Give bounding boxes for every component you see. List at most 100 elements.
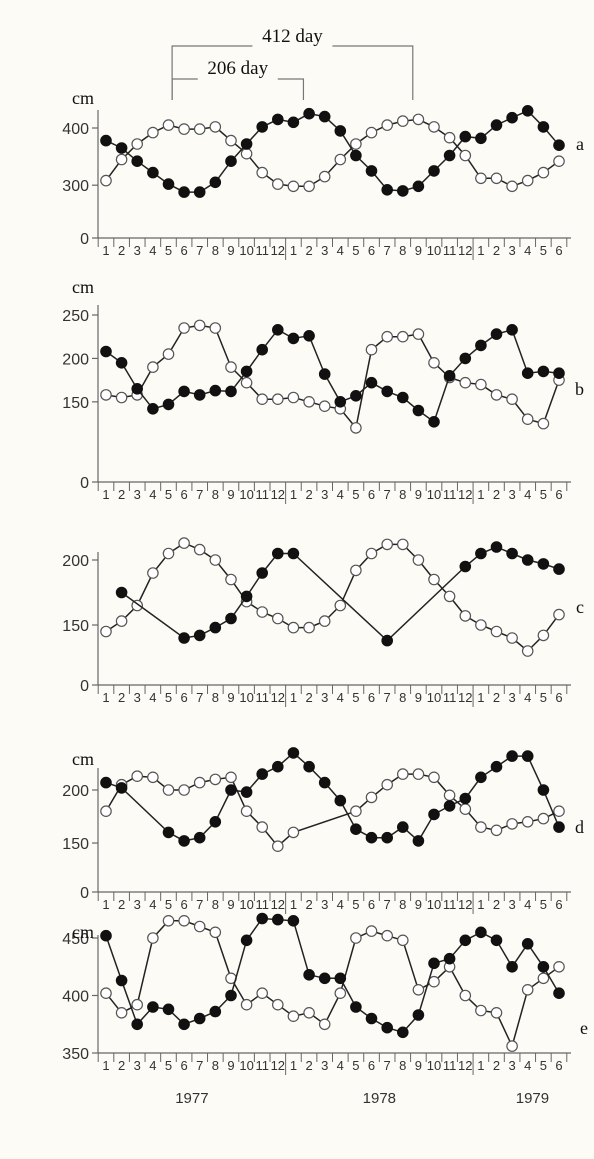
data-point <box>303 1006 315 1019</box>
data-point <box>209 1005 222 1018</box>
data-point <box>506 1040 518 1052</box>
data-point <box>162 178 175 190</box>
data-point <box>381 330 393 343</box>
x-tick-label: 7 <box>384 1058 391 1073</box>
unit-label: cm <box>72 88 94 108</box>
y-tick-label: 0 <box>80 231 89 248</box>
data-point <box>271 113 284 126</box>
data-point <box>178 537 190 549</box>
x-tick-label: 8 <box>212 243 219 258</box>
year-label: 1977 <box>175 1090 208 1107</box>
x-tick-label: 3 <box>134 690 141 705</box>
x-tick-label: 6 <box>555 897 562 912</box>
data-point <box>100 134 112 147</box>
x-tick-label: 4 <box>149 690 156 705</box>
data-point <box>537 365 550 378</box>
data-point <box>537 960 550 973</box>
data-point <box>303 621 315 634</box>
data-point <box>193 629 206 642</box>
x-tick-label: 5 <box>165 690 172 705</box>
data-point <box>100 776 112 789</box>
x-tick-label: 1 <box>477 897 484 912</box>
data-point <box>147 1001 159 1013</box>
data-point <box>553 960 565 973</box>
data-point <box>428 121 440 133</box>
period-label: 206 day <box>207 58 268 79</box>
data-point <box>240 147 253 160</box>
x-tick-label: 11 <box>443 690 457 705</box>
x-tick-label: 8 <box>212 487 219 502</box>
data-point <box>350 389 362 402</box>
data-point <box>459 989 472 1002</box>
data-point <box>553 367 565 379</box>
data-point <box>240 805 253 817</box>
x-tick-label: 11 <box>255 487 269 502</box>
y-tick-label: 150 <box>62 836 89 853</box>
x-tick-label: 1 <box>102 1058 109 1073</box>
data-point <box>490 389 503 401</box>
data-point <box>256 567 268 579</box>
data-point <box>193 543 206 556</box>
data-point <box>115 782 128 794</box>
data-point <box>303 968 315 981</box>
x-tick-label: 12 <box>271 487 285 502</box>
unit-label: cm <box>72 749 94 769</box>
data-point <box>287 914 300 927</box>
x-tick-label: 5 <box>540 897 547 912</box>
data-point <box>193 186 206 198</box>
data-point <box>162 914 175 927</box>
x-tick-label: 2 <box>305 897 312 912</box>
data-point <box>537 629 550 642</box>
x-tick-label: 7 <box>384 897 391 912</box>
x-tick-label: 8 <box>399 1058 406 1073</box>
year-label: 1978 <box>363 1090 396 1107</box>
data-point <box>475 619 487 631</box>
data-point <box>459 792 472 805</box>
x-tick-label: 5 <box>352 487 359 502</box>
x-tick-label: 7 <box>196 897 203 912</box>
x-tick-label: 8 <box>399 243 406 258</box>
series-line <box>105 542 560 653</box>
data-point <box>271 323 284 336</box>
data-point <box>256 121 268 133</box>
data-point <box>240 786 253 798</box>
x-tick-label: 4 <box>337 487 344 502</box>
x-tick-label: 12 <box>271 243 285 258</box>
x-tick-label: 9 <box>227 690 234 705</box>
data-point <box>381 119 393 131</box>
data-point <box>506 393 518 405</box>
data-point <box>178 1018 190 1031</box>
data-point <box>443 590 456 603</box>
y-tick-label: 150 <box>62 395 89 412</box>
data-point <box>506 111 518 124</box>
x-tick-label: 2 <box>493 897 500 912</box>
data-point <box>521 937 534 950</box>
data-point <box>115 974 128 987</box>
x-tick-label: 1 <box>477 487 484 502</box>
data-point <box>209 322 222 334</box>
y-tick-label: 400 <box>62 989 89 1006</box>
data-point <box>209 176 222 189</box>
x-tick-label: 5 <box>165 897 172 912</box>
y-tick-label: 300 <box>62 178 89 195</box>
x-tick-label: 1 <box>102 487 109 502</box>
data-point <box>490 625 503 638</box>
x-tick-label: 8 <box>212 1058 219 1073</box>
data-point <box>115 615 128 627</box>
data-point <box>178 385 190 398</box>
x-tick-label: 9 <box>415 243 422 258</box>
x-tick-label: 12 <box>271 690 285 705</box>
data-point <box>240 998 253 1011</box>
x-tick-label: 9 <box>415 487 422 502</box>
data-point <box>256 987 268 999</box>
data-point <box>537 784 550 796</box>
data-point <box>365 831 378 844</box>
unit-label: cm <box>72 922 94 942</box>
data-point <box>475 547 487 560</box>
data-point <box>396 330 409 343</box>
data-point <box>428 573 440 586</box>
